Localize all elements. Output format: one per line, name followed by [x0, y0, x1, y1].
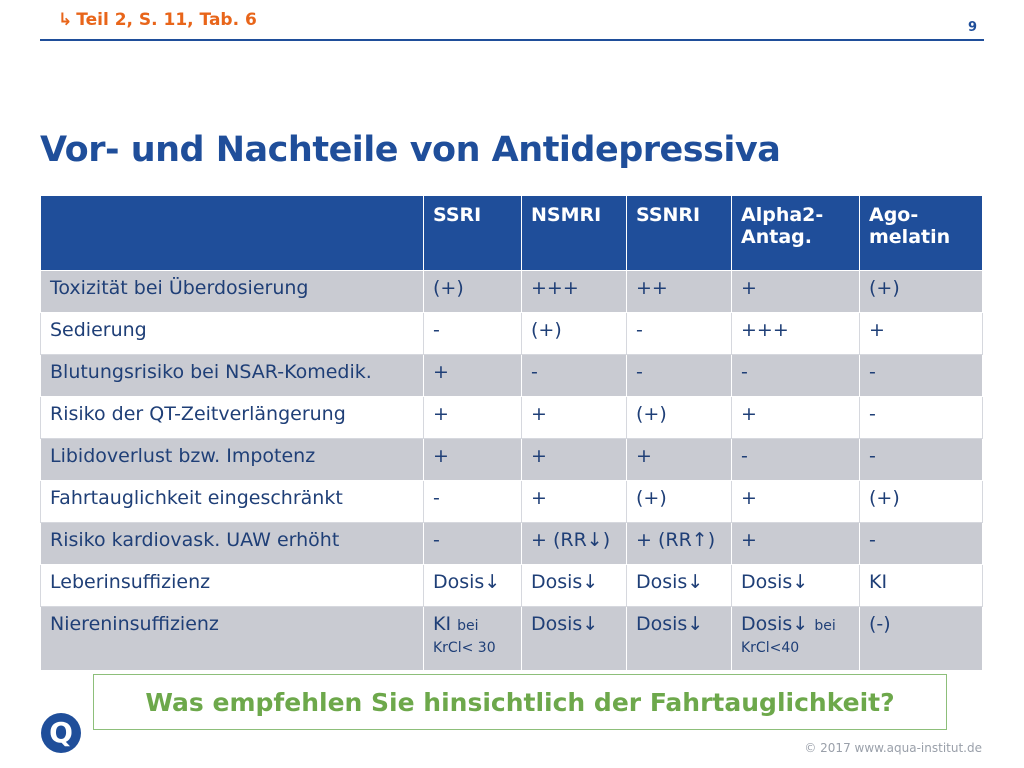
cell-ssnri: + (RR↑)	[626, 522, 732, 565]
row-label: Niereninsuffizienz	[40, 606, 424, 671]
cell-ssri-note: bei KrCl< 30	[433, 618, 496, 656]
slide-title: Vor- und Nachteile von Antidepressiva	[40, 130, 781, 170]
cell-nsmri: + (RR↓)	[521, 522, 627, 565]
cell-ssri: -	[423, 480, 522, 523]
row-label: Libidoverlust bzw. Impotenz	[40, 438, 424, 481]
table-row: Niereninsuffizienz KI bei KrCl< 30 Dosis…	[40, 606, 983, 671]
cell-nsmri: +	[521, 396, 627, 439]
cell-alpha2: +++	[731, 312, 860, 355]
comparison-table: SSRI NSMRI SSNRI Alpha2- Antag. Ago-melat…	[40, 195, 983, 671]
row-label: Blutungsrisiko bei NSAR-Komedik.	[40, 354, 424, 397]
cell-alpha2-value: Dosis↓	[741, 613, 809, 635]
cell-ssnri: (+)	[626, 480, 732, 523]
header-alpha2-line1: Alpha2-	[741, 204, 824, 226]
cell-nsmri: (+)	[521, 312, 627, 355]
aqua-logo-icon: Q	[41, 713, 81, 753]
table-row: Blutungsrisiko bei NSAR-Komedik. + - - -…	[40, 354, 983, 397]
cell-ssri: -	[423, 312, 522, 355]
cell-ssri: -	[423, 522, 522, 565]
copyright-text: © 2017 www.aqua-institut.de	[804, 741, 982, 755]
cell-alpha2-note: bei KrCl<40	[741, 618, 836, 656]
cell-ssri: KI bei KrCl< 30	[423, 606, 522, 671]
row-label: Toxizität bei Überdosierung	[40, 270, 424, 313]
page-number: 9	[967, 20, 977, 35]
cell-nsmri: -	[521, 354, 627, 397]
cell-alpha2: +	[731, 270, 860, 313]
table-row: Risiko der QT-Zeitverlängerung + + (+) +…	[40, 396, 983, 439]
row-label: Sedierung	[40, 312, 424, 355]
cell-alpha2: Dosis↓ bei KrCl<40	[731, 606, 860, 671]
cell-nsmri: +	[521, 438, 627, 481]
table-row: Leberinsuffizienz Dosis↓ Dosis↓ Dosis↓ D…	[40, 564, 983, 607]
cell-agomelatin: -	[859, 354, 983, 397]
cell-agomelatin: (-)	[859, 606, 983, 671]
table-row: Risiko kardiovask. UAW erhöht - + (RR↓) …	[40, 522, 983, 565]
arrow-turn-icon: ↳	[58, 10, 73, 30]
logo-letter: Q	[49, 716, 73, 749]
header-cell-ssri: SSRI	[423, 195, 522, 271]
cell-nsmri: Dosis↓	[521, 606, 627, 671]
cell-ssnri: -	[626, 312, 732, 355]
table-row: Fahrtauglichkeit eingeschränkt - + (+) +…	[40, 480, 983, 523]
cell-ssnri: ++	[626, 270, 732, 313]
cell-ssnri: (+)	[626, 396, 732, 439]
cell-alpha2: +	[731, 480, 860, 523]
cell-agomelatin: +	[859, 312, 983, 355]
reference-note: ↳ Teil 2, S. 11, Tab. 6	[58, 10, 257, 30]
header-cell-nsmri: NSMRI	[521, 195, 627, 271]
header-cell-empty	[40, 195, 424, 271]
table-row: Toxizität bei Überdosierung (+) +++ ++ +…	[40, 270, 983, 313]
header-divider	[40, 39, 984, 41]
cell-ssnri: +	[626, 438, 732, 481]
header-cell-alpha2: Alpha2- Antag.	[731, 195, 860, 271]
header-alpha2-line2: Antag.	[741, 226, 812, 248]
table-row: Libidoverlust bzw. Impotenz + + + - -	[40, 438, 983, 481]
cell-alpha2: -	[731, 438, 860, 481]
cell-agomelatin: (+)	[859, 480, 983, 523]
row-label: Risiko der QT-Zeitverlängerung	[40, 396, 424, 439]
header-cell-ssnri: SSNRI	[626, 195, 732, 271]
row-label: Risiko kardiovask. UAW erhöht	[40, 522, 424, 565]
cell-nsmri: +++	[521, 270, 627, 313]
cell-alpha2: -	[731, 354, 860, 397]
cell-agomelatin: -	[859, 522, 983, 565]
cell-ssnri: -	[626, 354, 732, 397]
cell-alpha2: Dosis↓	[731, 564, 860, 607]
table-header-row: SSRI NSMRI SSNRI Alpha2- Antag. Ago-melat…	[40, 195, 983, 271]
cell-agomelatin: KI	[859, 564, 983, 607]
cell-nsmri: Dosis↓	[521, 564, 627, 607]
header-agomelatin-line2: melatin	[869, 226, 951, 248]
row-label: Leberinsuffizienz	[40, 564, 424, 607]
cell-agomelatin: (+)	[859, 270, 983, 313]
question-box: Was empfehlen Sie hinsichtlich der Fahrt…	[93, 674, 947, 730]
cell-ssri: +	[423, 438, 522, 481]
header-cell-agomelatin: Ago-melatin	[859, 195, 983, 271]
cell-ssnri: Dosis↓	[626, 564, 732, 607]
cell-ssri: (+)	[423, 270, 522, 313]
header-agomelatin-line1: Ago-	[869, 204, 919, 226]
cell-nsmri: +	[521, 480, 627, 523]
cell-ssri: +	[423, 396, 522, 439]
cell-ssnri: Dosis↓	[626, 606, 732, 671]
cell-ssri: Dosis↓	[423, 564, 522, 607]
cell-ssri-value: KI	[433, 613, 452, 635]
table-row: Sedierung - (+) - +++ +	[40, 312, 983, 355]
cell-alpha2: +	[731, 396, 860, 439]
cell-alpha2: +	[731, 522, 860, 565]
reference-text: Teil 2, S. 11, Tab. 6	[76, 10, 257, 30]
cell-agomelatin: -	[859, 396, 983, 439]
row-label: Fahrtauglichkeit eingeschränkt	[40, 480, 424, 523]
cell-agomelatin: -	[859, 438, 983, 481]
cell-ssri: +	[423, 354, 522, 397]
